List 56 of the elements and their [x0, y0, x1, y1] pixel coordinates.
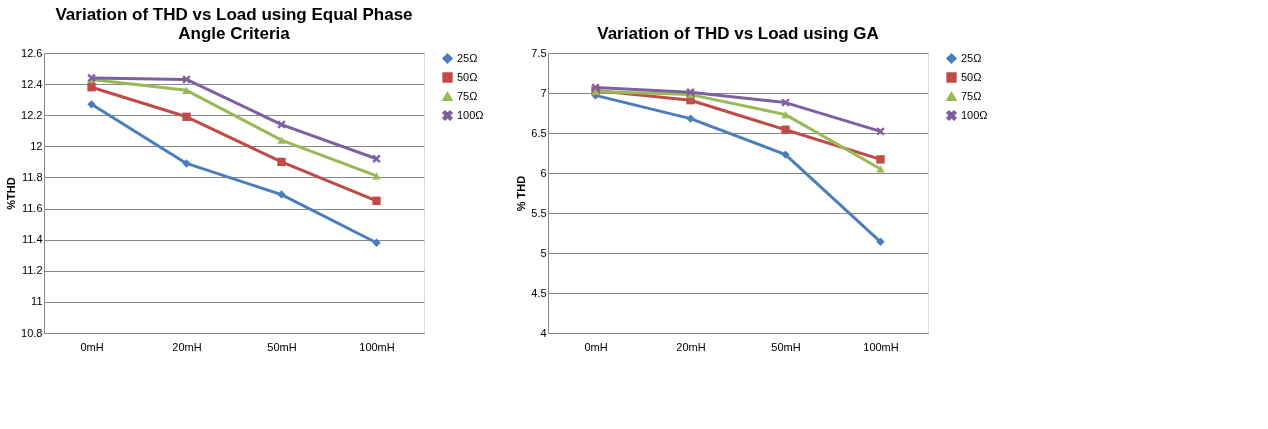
- point: [781, 150, 790, 159]
- legend-label: 25Ω: [961, 51, 982, 64]
- y-tick-label: 6.5: [531, 126, 547, 139]
- point: [372, 238, 381, 247]
- point: [87, 100, 96, 109]
- y-tick-label: 5.5: [531, 206, 547, 219]
- y-tick-label: 12: [30, 139, 43, 152]
- y-tick-label: 11.4: [21, 233, 43, 246]
- y-axis-title: %THD: [5, 177, 18, 210]
- point: [876, 237, 885, 246]
- x-tick-label: 0mH: [80, 340, 104, 353]
- point: [781, 110, 790, 119]
- y-tick-label: 12.2: [21, 108, 43, 121]
- point: [87, 83, 96, 92]
- legend-label: 100Ω: [961, 108, 988, 121]
- y-tick-label: 6: [540, 166, 547, 179]
- point: [876, 165, 885, 173]
- x-tick-label: 100mH: [359, 340, 395, 353]
- y-tick-label: 11.8: [21, 170, 43, 183]
- point: [277, 157, 286, 167]
- point: [182, 159, 191, 168]
- legend-label: 75Ω: [961, 89, 982, 102]
- point: [876, 155, 885, 164]
- x-tick-label: 20mH: [676, 340, 706, 353]
- y-tick-label: 10.8: [21, 326, 43, 339]
- legend-label: 75Ω: [457, 89, 478, 102]
- point: [372, 172, 381, 180]
- y-tick-label: 11: [31, 295, 43, 308]
- y-tick-label: 12.4: [21, 77, 43, 90]
- y-tick-label: 11.6: [21, 202, 43, 215]
- y-axis-title: % THD: [515, 175, 528, 212]
- point: [372, 196, 381, 205]
- point: [686, 114, 695, 123]
- x-tick-label: 0mH: [584, 340, 608, 353]
- x-tick-label: 20mH: [172, 340, 202, 353]
- point: [277, 136, 286, 144]
- legend-label: 50Ω: [457, 70, 478, 83]
- y-tick-label: 4.5: [531, 286, 547, 299]
- chart-title: Variation of THD vs Load using GA: [597, 24, 879, 43]
- x-tick-label: 100mH: [863, 340, 899, 353]
- y-tick-label: 12.6: [21, 46, 43, 59]
- point: [182, 112, 191, 121]
- y-tick-label: 4: [540, 326, 547, 339]
- point: [781, 125, 790, 134]
- chart-title: Variation of THD vs Load using Equal Phase Angle Criteria: [55, 5, 413, 43]
- y-tick-label: 7.5: [531, 46, 547, 59]
- y-tick-label: 7: [540, 86, 547, 99]
- point: [182, 86, 191, 94]
- y-tick-label: 11.2: [21, 264, 43, 277]
- legend-label: 25Ω: [457, 51, 478, 64]
- point: [277, 190, 286, 199]
- y-tick-label: 5: [540, 246, 547, 259]
- x-tick-label: 50mH: [267, 340, 297, 353]
- legend-label: 100Ω: [457, 108, 484, 121]
- x-tick-label: 50mH: [771, 340, 801, 353]
- legend-label: 50Ω: [961, 70, 982, 83]
